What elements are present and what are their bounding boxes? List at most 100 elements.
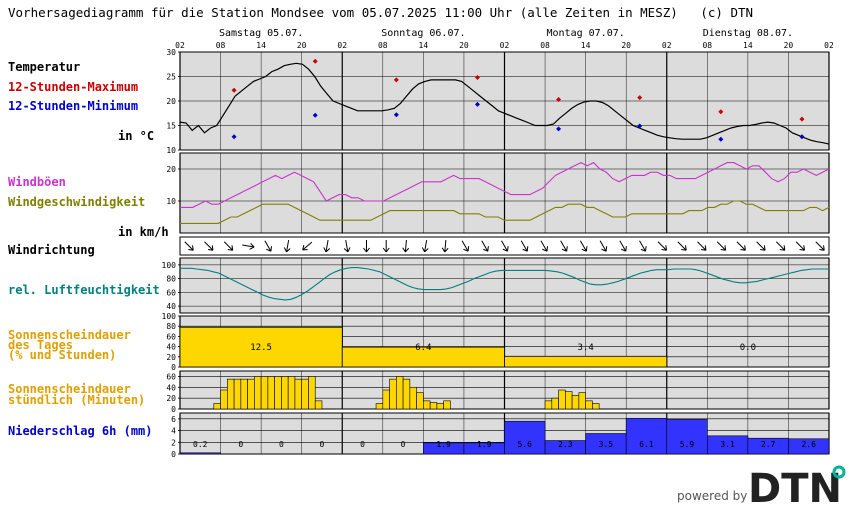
sunshine-day-label-2: des Tages xyxy=(8,338,73,352)
wind-arrow xyxy=(204,241,214,251)
precipitation-value: 1.9 xyxy=(477,440,492,449)
wind-arrow-shaft xyxy=(540,240,548,252)
sunshine-hour-ytick-label: 40 xyxy=(166,383,176,392)
sunshine-hour-bar xyxy=(233,378,242,410)
wind-arrow xyxy=(756,241,766,251)
precipitation-value: 5.6 xyxy=(518,440,533,449)
wind-arrow xyxy=(639,240,647,252)
hour-tick-label: 08 xyxy=(216,41,226,50)
wind-arrow xyxy=(363,240,370,253)
wind-arrow-head xyxy=(661,245,667,251)
sunshine-hour-bar xyxy=(409,386,417,410)
wind-arrow-head xyxy=(640,246,647,252)
wind-arrow-shaft xyxy=(184,241,194,251)
wind-arrow xyxy=(421,240,429,253)
sunshine-hour-bar xyxy=(227,378,235,410)
sunshine-hour-bar xyxy=(396,376,404,410)
dtn-logo-dot xyxy=(832,465,846,479)
precipitation-ytick-label: 2 xyxy=(171,438,176,447)
hour-tick-label: 14 xyxy=(743,41,753,50)
wind-arrow-head xyxy=(227,245,234,251)
wind-arrow-shaft xyxy=(302,241,313,251)
min-label: 12-Stunden-Minimum xyxy=(8,99,138,113)
wind-arrow xyxy=(579,240,588,252)
chart-title: Vorhersagediagramm für die Station Monds… xyxy=(8,5,754,20)
wind-arrow-shaft xyxy=(286,240,290,252)
min-marker xyxy=(312,112,318,118)
wind-arrow-shaft xyxy=(345,240,349,252)
precipitation-value: 1.9 xyxy=(436,440,451,449)
sunshine-hour-bar xyxy=(423,400,431,410)
sunshine-hour-bar xyxy=(585,400,593,410)
hour-tick-label: 08 xyxy=(378,41,388,50)
sunshine-hour-bar xyxy=(274,376,282,410)
sunshine-day-label-3: (% und Stunden) xyxy=(8,348,116,362)
sunshine-hour-bar xyxy=(287,376,296,410)
min-marker xyxy=(474,101,480,107)
wind-arrow-head xyxy=(502,246,509,252)
precipitation-bar xyxy=(179,452,221,455)
wind-arrow xyxy=(481,240,489,252)
min-marker xyxy=(556,126,562,132)
sunshine-hour-bar xyxy=(558,389,566,410)
min-marker xyxy=(799,134,805,140)
powered-by-text: powered by xyxy=(677,489,748,503)
max-marker xyxy=(393,77,399,83)
sunshine-day-label-1: Sonnenscheindauer xyxy=(8,328,131,342)
wind-arrow xyxy=(599,240,608,252)
wind-arrow xyxy=(283,240,291,253)
wind-arrow-head xyxy=(700,245,707,251)
precipitation-value: 5.9 xyxy=(680,440,695,449)
sunshine-day-ytick-label: 80 xyxy=(166,322,176,331)
wind-arrow-head xyxy=(779,245,786,251)
sunshine-hour-bar xyxy=(429,402,438,410)
wind-arrow-shaft xyxy=(716,241,727,251)
dtn-logo-text: DTN xyxy=(748,466,842,507)
wind-arrow-head xyxy=(681,245,687,251)
hour-tick-label: 02 xyxy=(662,41,672,50)
gust-label: Windböen xyxy=(8,175,66,189)
gust-line xyxy=(180,161,830,208)
wind-arrow xyxy=(441,239,449,253)
sunshine-hour-label-1: Sonnenscheindauer xyxy=(8,382,131,396)
wind-arrow-shaft xyxy=(424,240,428,252)
sunshine-day-ytick-label: 60 xyxy=(166,332,176,341)
wind-arrow-head xyxy=(343,247,351,253)
wind-arrow-head xyxy=(188,245,194,251)
wind-arrow-shaft xyxy=(697,241,707,251)
sunshine-hour-bar xyxy=(267,376,275,410)
day-label: Sonntag 06.07. xyxy=(381,28,465,39)
wind-arrow-shaft xyxy=(404,239,407,253)
wind-direction-label: Windrichtung xyxy=(8,243,95,257)
wind-arrow xyxy=(716,241,727,251)
wind-arrow xyxy=(697,241,707,251)
hour-tick-label: 14 xyxy=(419,41,429,50)
sunshine-hour-bar xyxy=(301,378,309,410)
sunshine-hour-ytick-label: 60 xyxy=(166,372,176,381)
sunshine-hour-bar xyxy=(578,392,586,410)
wind-arrow xyxy=(264,240,272,252)
precipitation-bar xyxy=(788,438,830,455)
wind-arrow xyxy=(242,243,255,250)
wind-arrow-shaft xyxy=(242,244,255,248)
hour-tick-label: 14 xyxy=(581,41,591,50)
wind-arrow xyxy=(677,241,687,251)
max-marker xyxy=(231,87,237,93)
max-marker xyxy=(556,97,562,103)
wind-arrow-head xyxy=(323,247,330,253)
temperature-unit-label: in °C xyxy=(118,129,154,143)
precipitation-ytick-label: 4 xyxy=(171,427,176,436)
precipitation-value: 0 xyxy=(279,440,284,449)
sunshine-hour-bar xyxy=(254,376,262,410)
sunshine-hour-bar xyxy=(551,397,559,410)
wind-arrow-head xyxy=(799,245,806,251)
sunshine-hour-bar xyxy=(443,400,451,410)
sunshine-day-value: 6.4 xyxy=(415,343,431,353)
hour-tick-label: 02 xyxy=(824,41,834,50)
wind-arrow-head xyxy=(249,243,255,250)
precipitation-value: 0 xyxy=(360,440,365,449)
hour-tick-label: 08 xyxy=(540,41,550,50)
wind-arrow-shaft xyxy=(444,239,447,253)
wind-arrow-head xyxy=(302,244,308,251)
precipitation-ytick-label: 6 xyxy=(171,415,176,424)
